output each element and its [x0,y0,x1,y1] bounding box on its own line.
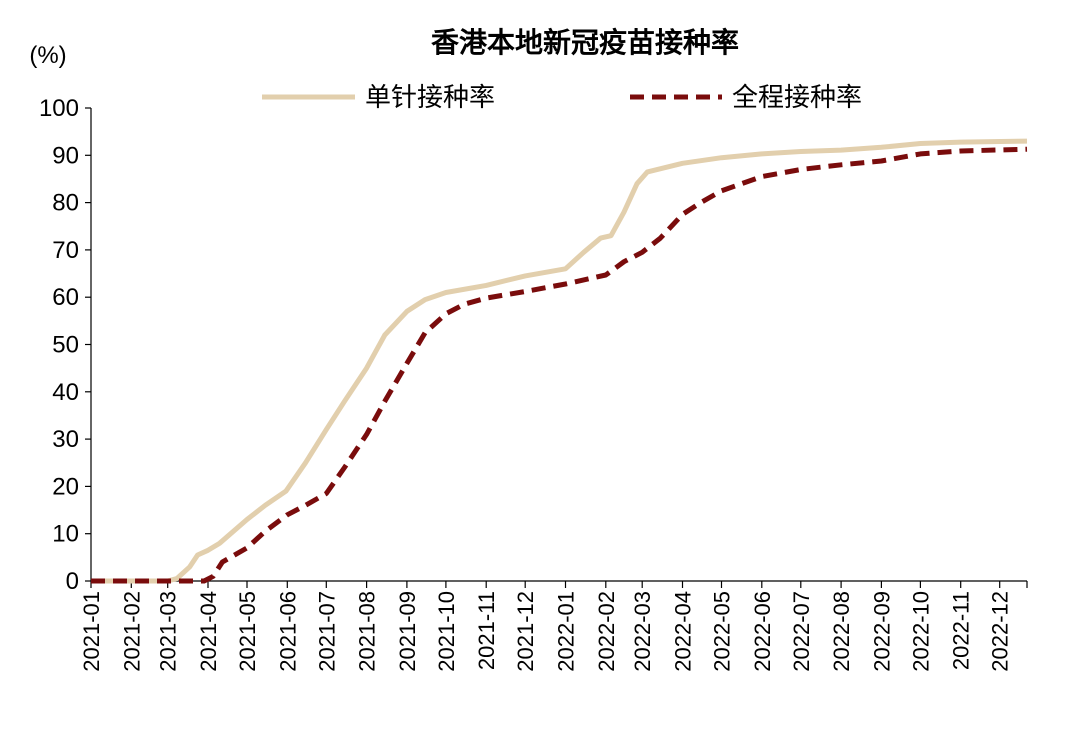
series-line-full-dose [91,146,1028,584]
x-tick-label: 2022-11 [949,591,974,670]
x-axis: 2021-01 2021-02 2021-03 2021-04 2021-05 2021-… [79,580,1028,672]
x-tick-label: 2021-09 [395,591,420,672]
y-tick-label: 90 [52,142,79,169]
y-tick-label: 70 [52,237,79,264]
legend-label-full-dose: 全程接种率 [732,83,862,113]
x-tick-label: 2022-06 [750,591,775,672]
x-tick-label: 2022-04 [671,591,696,672]
chart-title: 香港本地新冠疫苗接种率 [431,26,739,59]
x-tick-label: 2021-08 [355,591,380,672]
y-tick-label: 20 [52,473,79,500]
y-tick-label: 50 [52,332,79,359]
y-tick-label: 0 [66,568,79,595]
y-axis-unit: (%) [29,42,66,69]
x-tick-label: 2021-05 [235,591,260,672]
x-tick-label: 2022-09 [869,591,894,672]
legend-label-single-dose: 单针接种率 [365,83,495,113]
x-tick-label: 2022-07 [789,591,814,672]
x-tick-label: 2022-10 [908,591,933,672]
x-tick-label: 2022-01 [554,591,579,672]
y-tick-label: 40 [52,379,79,406]
x-tick-label: 2022-03 [630,591,655,672]
y-tick-label: 30 [52,426,79,453]
x-tick-label: 2021-12 [513,591,538,672]
y-tick-label: 60 [52,284,79,311]
x-tick-label: 2021-10 [434,591,459,672]
x-tick-label: 2021-06 [275,591,300,672]
y-tick-label: 100 [39,95,79,122]
y-tick-label: 10 [52,521,79,548]
series-layer [91,138,1028,584]
x-tick-label: 2021-02 [119,591,144,672]
x-tick-label: 2022-12 [988,591,1013,672]
x-tick-label: 2021-04 [196,591,221,672]
x-tick-label: 2022-02 [594,591,619,672]
x-tick-label: 2021-03 [156,591,181,672]
series-line-single-dose [91,138,1028,584]
x-tick-label: 2022-08 [829,591,854,672]
y-axis: 0 10 20 30 40 50 60 70 80 90 100 [39,95,92,595]
x-tick-label: 2021-07 [314,591,339,672]
x-tick-label: 2021-11 [474,591,499,670]
legend: 单针接种率 全程接种率 [262,83,862,113]
x-tick-label: 2021-01 [79,591,104,672]
y-tick-label: 80 [52,190,79,217]
x-tick-label: 2022-05 [710,591,735,672]
